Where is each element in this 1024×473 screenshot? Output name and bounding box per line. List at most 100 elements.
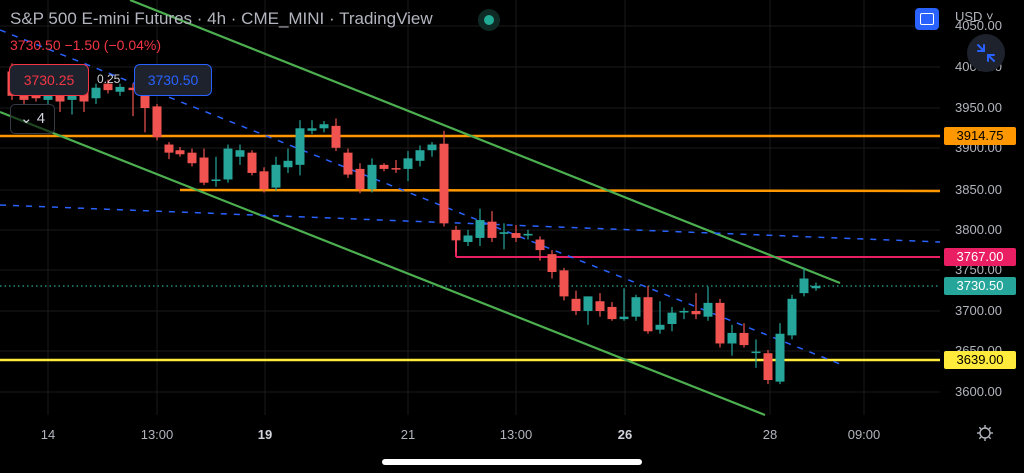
candle[interactable]: [427, 142, 437, 157]
price-axis-label: 3700.00: [955, 303, 1002, 318]
home-indicator[interactable]: [382, 459, 642, 465]
time-axis-label: 13:00: [140, 427, 174, 442]
candle[interactable]: [403, 151, 413, 182]
candle[interactable]: [499, 223, 509, 250]
price-level-tag[interactable]: 3730.50: [944, 277, 1016, 295]
candle[interactable]: [187, 148, 197, 167]
candle[interactable]: [223, 144, 233, 183]
candle[interactable]: [128, 83, 138, 117]
candle[interactable]: [319, 120, 329, 133]
sell-button[interactable]: 3730.25: [9, 64, 89, 96]
candle[interactable]: [91, 83, 101, 104]
candle[interactable]: [763, 349, 773, 385]
price-axis-label: 3600.00: [955, 384, 1002, 399]
candle[interactable]: [619, 288, 629, 321]
candle[interactable]: [295, 120, 305, 176]
candle[interactable]: [595, 293, 605, 317]
candle[interactable]: [583, 296, 593, 325]
candle[interactable]: [307, 120, 317, 134]
candle[interactable]: [199, 148, 209, 186]
candle[interactable]: [463, 229, 473, 247]
candle[interactable]: [679, 307, 689, 320]
candle[interactable]: [535, 236, 545, 261]
candle[interactable]: [787, 294, 797, 340]
time-axis-label: 28: [762, 427, 778, 442]
candle[interactable]: [211, 156, 221, 187]
candle[interactable]: [487, 211, 497, 242]
candle[interactable]: [283, 148, 293, 173]
blue-dashed-trend-1[interactable]: [0, 204, 941, 243]
fullscreen-icon[interactable]: [915, 8, 939, 30]
currency-selector[interactable]: USD ˅: [955, 9, 994, 24]
level-line-3847[interactable]: [179, 188, 941, 193]
candles: [7, 63, 821, 385]
candle[interactable]: [547, 250, 557, 279]
indicators-collapse-button[interactable]: ⌄ 4: [10, 104, 55, 134]
candle[interactable]: [727, 324, 737, 356]
candle[interactable]: [152, 103, 162, 141]
candle[interactable]: [379, 163, 389, 172]
price-level-tag[interactable]: 3639.00: [944, 351, 1016, 369]
candle[interactable]: [475, 208, 485, 247]
spread-value: 0.25: [97, 72, 121, 86]
candle[interactable]: [331, 118, 341, 152]
candle[interactable]: [451, 225, 461, 253]
candle[interactable]: [164, 142, 174, 160]
price-axis-label: 4050.00: [955, 18, 1002, 33]
time-axis-label: 26: [617, 427, 633, 442]
channel-lower-line[interactable]: [0, 110, 766, 417]
candle[interactable]: [691, 293, 701, 320]
candle[interactable]: [559, 267, 569, 301]
buy-button[interactable]: 3730.50: [134, 64, 212, 96]
candle[interactable]: [703, 286, 713, 321]
candle[interactable]: [247, 150, 257, 176]
candle[interactable]: [799, 267, 809, 297]
time-axis-label: 21: [400, 427, 416, 442]
candle[interactable]: [643, 285, 653, 334]
candle[interactable]: [391, 159, 401, 173]
blue-dashed-trend-2[interactable]: [0, 29, 841, 365]
price-level-tag[interactable]: 3767.00: [944, 248, 1016, 266]
price-axis-label: 3950.00: [955, 100, 1002, 115]
grid-lines: [0, 0, 940, 415]
time-axis-label: 19: [257, 427, 273, 442]
candle[interactable]: [367, 158, 377, 193]
time-axis-label: 14: [40, 427, 56, 442]
candle[interactable]: [523, 229, 533, 240]
candle[interactable]: [259, 167, 269, 193]
collapse-arrows-icon: [977, 44, 995, 62]
price-axis-label: 3800.00: [955, 222, 1002, 237]
candle[interactable]: [751, 339, 761, 368]
price-axis-label: 3850.00: [955, 182, 1002, 197]
candle[interactable]: [667, 306, 677, 332]
candle[interactable]: [140, 90, 150, 133]
trend-lines: [0, 0, 941, 417]
price-change: 3730.50 −1.50 (−0.04%): [10, 37, 162, 53]
candle[interactable]: [235, 144, 245, 165]
candle[interactable]: [343, 148, 353, 178]
candle[interactable]: [511, 224, 521, 242]
candle[interactable]: [175, 146, 185, 157]
candle[interactable]: [715, 298, 725, 348]
candle[interactable]: [439, 130, 449, 227]
candle[interactable]: [631, 294, 641, 321]
candle[interactable]: [739, 323, 749, 348]
exit-fullscreen-button[interactable]: [967, 34, 1005, 72]
candle[interactable]: [655, 301, 665, 334]
candle[interactable]: [103, 79, 113, 94]
candle[interactable]: [115, 83, 125, 96]
candle[interactable]: [607, 302, 617, 321]
candle[interactable]: [415, 145, 425, 167]
candle[interactable]: [571, 290, 581, 316]
price-level-tag[interactable]: 3914.75: [944, 127, 1016, 145]
candle[interactable]: [355, 163, 365, 194]
chart-settings-icon[interactable]: [976, 424, 994, 442]
time-axis-label: 13:00: [499, 427, 533, 442]
symbol-title[interactable]: S&P 500 E-mini Futures · 4h · CME_MINI ·…: [10, 9, 433, 28]
candle[interactable]: [811, 282, 821, 291]
time-axis-label: 09:00: [847, 427, 881, 442]
candle[interactable]: [775, 323, 785, 385]
channel-upper-line[interactable]: [129, 0, 841, 285]
market-open-indicator-icon: [478, 9, 500, 31]
candle[interactable]: [271, 156, 281, 191]
